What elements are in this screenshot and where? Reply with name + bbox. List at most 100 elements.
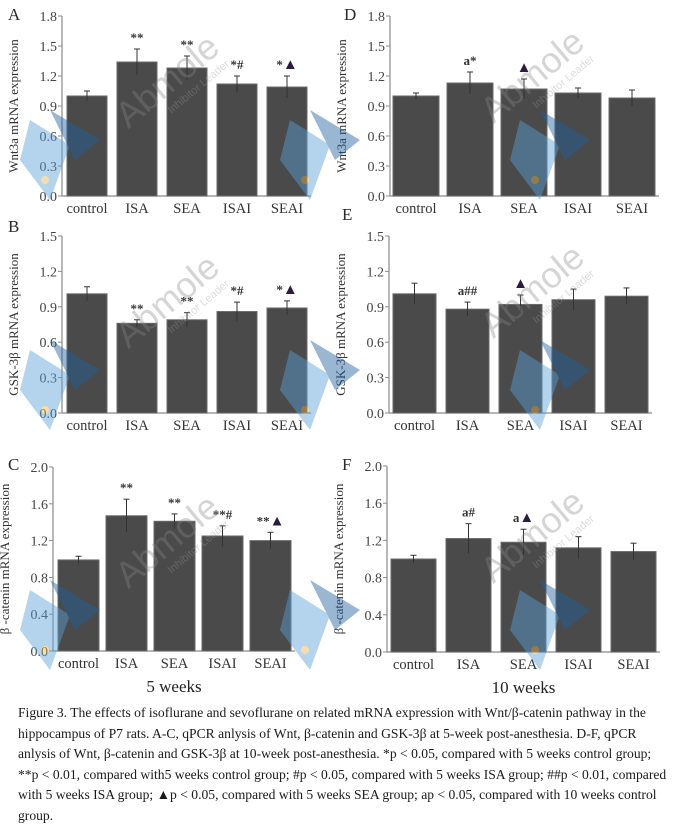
y-tick-label: 1.8	[40, 10, 58, 25]
watermark-logo-icon	[510, 110, 590, 200]
y-axis-label: Wnt3a mRNA expression	[334, 39, 349, 173]
y-axis-label: β -catenin mRNA expression	[0, 483, 12, 634]
y-tick-label: 1.2	[31, 535, 49, 550]
bar-control	[66, 95, 108, 197]
x-axis-title: 10 weeks	[492, 678, 556, 697]
bar-control	[392, 95, 440, 197]
x-tick-label: ISAI	[564, 657, 592, 673]
figure-caption: Figure 3. The effects of isoflurane and …	[18, 705, 667, 823]
y-tick-label: 0.8	[365, 572, 383, 587]
y-tick-label: 1.2	[40, 265, 58, 280]
panel-label: C	[8, 455, 19, 474]
x-tick-label: control	[66, 201, 107, 217]
x-tick-label: SEA	[173, 201, 201, 217]
x-tick-label: ISA	[125, 201, 149, 217]
y-tick-label: 0.0	[367, 407, 385, 422]
y-tick-label: 0.0	[365, 646, 383, 661]
x-tick-label: ISAI	[208, 656, 236, 672]
x-tick-label: ISA	[456, 418, 480, 434]
y-tick-label: 0.3	[40, 372, 58, 387]
y-tick-label: 2.0	[31, 461, 49, 476]
bar-seai	[608, 97, 656, 197]
y-axis-label: GSK-3β mRNA expression	[333, 253, 348, 396]
x-tick-label: ISAI	[223, 201, 251, 217]
x-tick-label: SEAI	[610, 418, 642, 434]
y-tick-label: 1.6	[365, 497, 383, 512]
bar-control	[57, 559, 100, 652]
panel-d: D Wnt3a mRNA expression 0.0 0.3 0.6 0.9 1.2 1.5…	[334, 5, 659, 217]
bar-control	[390, 558, 437, 653]
triangle-icon: ▲	[517, 60, 532, 76]
bar-control	[66, 293, 108, 414]
bar-isai	[555, 547, 602, 653]
significance-annotation: *#	[231, 57, 245, 72]
x-tick-label: control	[66, 418, 107, 434]
y-tick-label: 1.5	[40, 230, 58, 245]
bar-isai	[551, 299, 596, 414]
x-tick-label: SEAI	[254, 656, 286, 672]
significance-annotation: a▲	[513, 510, 534, 526]
x-tick-label: ISA	[125, 418, 149, 434]
bar-control	[392, 293, 437, 414]
y-tick-label: 1.2	[368, 70, 386, 85]
significance-annotation: **	[131, 301, 144, 316]
significance-annotation: a##	[458, 283, 478, 298]
bar-isa	[445, 538, 492, 653]
significance-annotation: **▲	[257, 513, 285, 529]
y-tick-label: 0.3	[367, 372, 385, 387]
y-axis-label: β -catenin mRNA expression	[331, 483, 346, 634]
watermark-logo-icon	[20, 580, 100, 670]
figure: A Wnt3a mRNA expression 0.0 0.3 0.6 0.9 1.2 1.5…	[0, 5, 660, 697]
significance-annotation: **	[181, 37, 194, 52]
bar-sea	[498, 303, 543, 414]
bar-isai	[216, 311, 258, 414]
bar-isa	[446, 82, 494, 197]
y-tick-label: 1.2	[40, 70, 58, 85]
panel-f: Fβ -catenin mRNA expression 0.0 0.4 0.8 1.2 1…	[331, 455, 660, 697]
significance-annotation: **	[120, 480, 133, 495]
bar-isa	[445, 308, 490, 414]
bar-seai	[610, 551, 657, 653]
bar-seai	[266, 307, 308, 414]
watermark-logo-icon	[510, 340, 590, 430]
x-tick-label: SEA	[173, 418, 201, 434]
x-tick-label: SEA	[507, 418, 535, 434]
y-tick-label: 0.3	[368, 160, 386, 175]
panel-c: Cβ -catenin mRNA expression 0.0 0.4 0.8 1.2 1…	[0, 455, 295, 696]
y-tick-label: 0.6	[40, 336, 58, 351]
y-tick-label: 1.5	[40, 40, 58, 55]
y-tick-label: 1.2	[365, 534, 383, 549]
y-tick-label: 0.6	[367, 336, 385, 351]
y-tick-label: 2.0	[365, 460, 383, 475]
bar-isai	[216, 83, 258, 197]
x-tick-label: SEA	[510, 201, 538, 217]
watermark-logo-icon	[20, 110, 100, 200]
bar-sea	[500, 541, 547, 653]
x-tick-label: ISAI	[564, 201, 592, 217]
significance-annotation: *▲	[276, 57, 297, 73]
panel-label: E	[342, 205, 352, 224]
y-tick-label: 0.4	[365, 609, 383, 624]
x-tick-label: ISAI	[559, 418, 587, 434]
x-tick-label: ISA	[458, 201, 482, 217]
x-tick-label: SEA	[161, 656, 189, 672]
y-tick-label: 1.5	[368, 40, 386, 55]
bar-isa	[105, 515, 148, 652]
bar-isai	[201, 535, 244, 652]
significance-annotation: **	[131, 30, 144, 45]
significance-annotation: **	[181, 294, 194, 309]
x-tick-label: control	[394, 418, 435, 434]
bar-sea	[166, 67, 208, 197]
bar-seai	[604, 295, 649, 414]
y-axis-label: Wnt3a mRNA expression	[6, 39, 21, 173]
panel-b: B GSK-3β mRNA expression 0.0 0.3 0.6 0.9 1.2 1.…	[6, 217, 311, 434]
triangle-icon: ▲	[270, 513, 285, 529]
triangle-icon: ▲	[283, 282, 298, 298]
panel-a: A Wnt3a mRNA expression 0.0 0.3 0.6 0.9 1.2 1.5…	[6, 5, 311, 217]
x-tick-label: ISA	[457, 657, 481, 673]
x-tick-label: control	[395, 201, 436, 217]
panel-label: F	[342, 455, 351, 474]
y-tick-label: 0.4	[31, 608, 49, 623]
watermark-logo-icon	[280, 110, 360, 200]
y-tick-label: 0.3	[40, 160, 58, 175]
